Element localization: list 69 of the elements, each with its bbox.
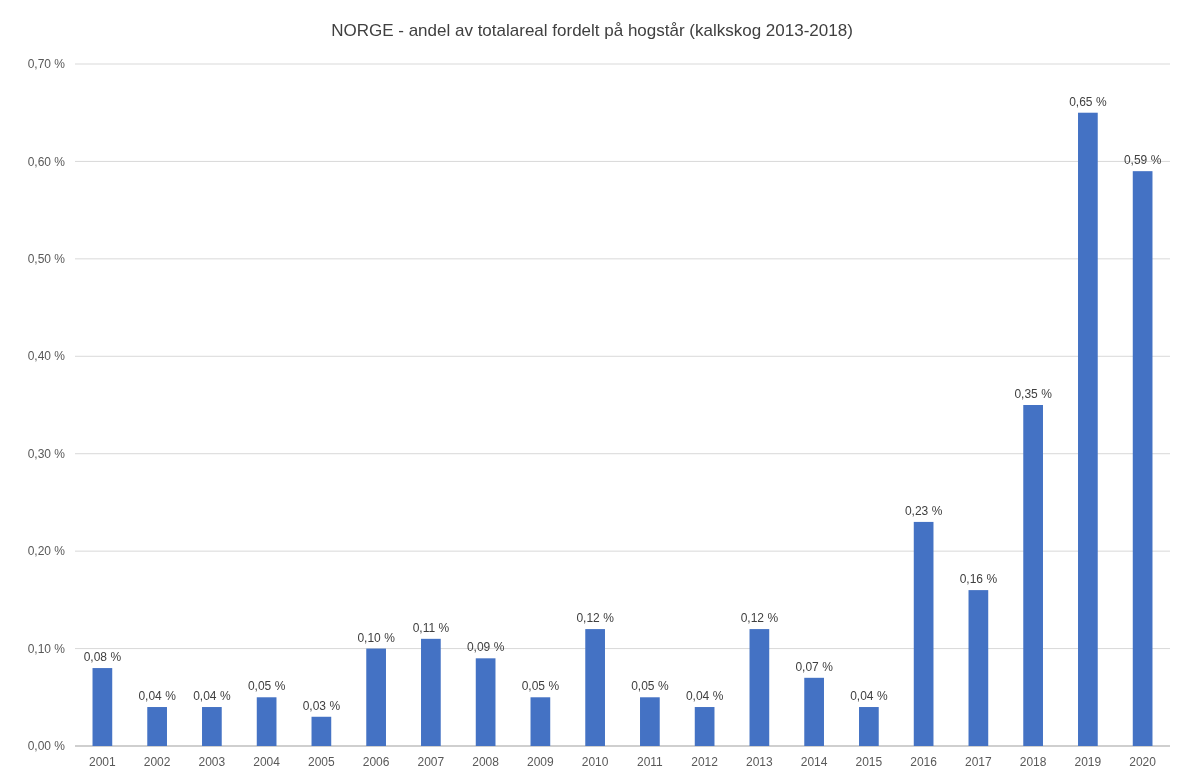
x-tick-label: 2020: [1129, 755, 1157, 769]
bar: [366, 648, 386, 746]
x-tick-label: 2004: [253, 755, 281, 769]
bar: [256, 697, 277, 746]
x-tick-label: 2003: [198, 755, 226, 769]
bar: [311, 716, 332, 746]
x-tick-label: 2008: [472, 755, 500, 769]
bar: [475, 658, 496, 746]
y-tick-label: 0,20 %: [27, 544, 66, 559]
data-label: 0,65 %: [1069, 94, 1107, 109]
x-tick-label: 2013: [746, 755, 774, 769]
bar: [530, 697, 551, 746]
x-tick-label: 2005: [308, 755, 336, 769]
x-tick-label: 2009: [527, 755, 555, 769]
bar: [1078, 112, 1098, 746]
y-tick-label: 0,70 %: [27, 57, 66, 72]
x-tick-label: 2014: [800, 755, 828, 769]
data-label: 0,23 %: [904, 503, 943, 518]
x-tick-label: 2010: [581, 755, 609, 769]
bar: [694, 707, 715, 746]
y-tick-label: 0,60 %: [27, 154, 66, 169]
bar: [1132, 171, 1153, 746]
x-tick-label: 2007: [417, 755, 445, 769]
bar: [804, 677, 824, 746]
data-label: 0,05 %: [247, 679, 286, 694]
data-label: 0,35 %: [1014, 387, 1053, 401]
x-tick-label: 2006: [362, 755, 390, 769]
x-tick-label: 2002: [143, 755, 171, 769]
data-label: 0,10 %: [357, 630, 396, 645]
data-label: 0,12 %: [576, 611, 615, 626]
bar: [640, 697, 660, 746]
data-label: 0,09 %: [466, 640, 505, 655]
data-label: 0,11 %: [412, 620, 450, 635]
bar: [749, 629, 770, 746]
data-label: 0,05 %: [631, 679, 669, 694]
bar: [92, 668, 113, 746]
bar: [1023, 405, 1043, 746]
x-tick-label: 2012: [691, 755, 719, 769]
bar: [147, 707, 167, 746]
data-label: 0,12 %: [740, 611, 779, 626]
x-tick-label: 2019: [1074, 755, 1102, 769]
chart-title: NORGE - andel av totalareal fordelt på hogstår (kalkskog 2013-2018): [331, 21, 853, 40]
data-label: 0,04 %: [138, 689, 177, 704]
y-tick-label: 0,00 %: [27, 739, 66, 754]
x-tick-label: 2018: [1019, 755, 1047, 769]
data-label: 0,04 %: [193, 689, 231, 704]
x-tick-label: 2017: [965, 755, 993, 769]
x-tick-label: 2001: [89, 755, 117, 769]
x-tick-label: 2016: [910, 755, 938, 769]
data-label: 0,08 %: [83, 650, 122, 665]
bar: [585, 629, 605, 746]
data-label: 0,03 %: [302, 698, 341, 713]
y-tick-label: 0,40 %: [27, 349, 66, 364]
x-tick-label: 2011: [636, 755, 664, 769]
bar: [421, 638, 441, 746]
y-tick-label: 0,30 %: [27, 446, 66, 461]
data-label: 0,05 %: [521, 679, 560, 694]
bar: [202, 707, 222, 746]
data-label: 0,04 %: [850, 689, 888, 704]
data-label: 0,04 %: [685, 689, 724, 704]
data-label: 0,07 %: [795, 659, 834, 674]
y-tick-label: 0,10 %: [27, 641, 66, 656]
data-label: 0,59 %: [1123, 153, 1162, 168]
x-tick-label: 2015: [855, 755, 883, 769]
bar: [968, 590, 989, 746]
bar: [859, 707, 879, 746]
y-tick-label: 0,50 %: [27, 252, 66, 267]
bar: [913, 521, 934, 746]
data-label: 0,16 %: [959, 572, 998, 587]
